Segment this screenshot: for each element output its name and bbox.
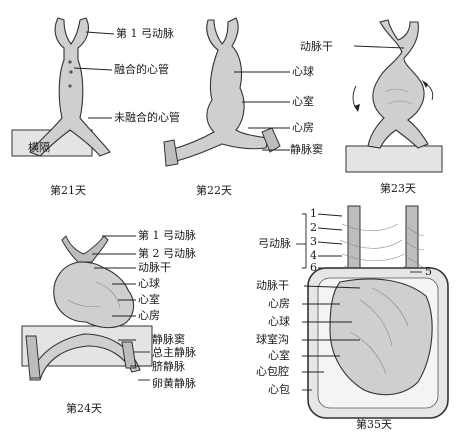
venous-inflow-right [261, 127, 281, 153]
label-common-cardinal-vein: 总主静脉 [152, 345, 196, 359]
label-truncus-arteriosus: 动脉干 [300, 39, 333, 53]
caption-day35: 第35天 [356, 417, 392, 431]
label-first-arch-artery-24: 第 1 弓动脉 [138, 228, 196, 242]
arch-number-4: 4 [310, 249, 317, 262]
caption-day22: 第22天 [196, 183, 232, 197]
label-first-arch-artery: 第 1 弓动脉 [116, 26, 174, 40]
panel-day24: 第 1 弓动脉 第 2 弓动脉 动脉干 心球 心室 心房 静脉窦 总主静脉 脐静… [21, 228, 196, 415]
arch-number-1: 1 [310, 207, 317, 220]
arch-number-5: 5 [425, 265, 432, 278]
label-atrium-24: 心房 [138, 309, 160, 322]
panel-day35: 1 2 3 4 6 5 弓动脉 动脉干 心房 心球 球室沟 心室 心包腔 心包 … [256, 205, 449, 431]
label-sinus-venosus-24: 静脉窦 [152, 332, 185, 346]
label-sinus-venosus: 静脉窦 [290, 142, 323, 156]
caption-day24: 第24天 [66, 401, 102, 415]
heart-day24 [53, 261, 135, 329]
heart-tube-day23 [367, 19, 429, 149]
label-second-arch-artery: 第 2 弓动脉 [138, 246, 196, 260]
label-arch-arteries-group: 弓动脉 [258, 236, 291, 250]
label-ventricle-24: 心室 [138, 292, 160, 306]
label-bulbus-cordis-35: 心球 [268, 314, 290, 328]
venous-inflow-left [163, 139, 179, 167]
label-atrium-35: 心房 [268, 297, 290, 310]
label-fused-heart-tube: 融合的心管 [114, 62, 169, 76]
arch-vessels-day24 [61, 235, 109, 263]
label-bulbus-cordis-24: 心球 [138, 276, 160, 290]
label-pericardial-cavity: 心包腔 [256, 364, 289, 378]
label-pericardium: 心包 [268, 383, 290, 396]
venous-system-day24 [29, 333, 141, 381]
label-truncus-arteriosus-24: 动脉干 [138, 260, 171, 274]
arch-number-3: 3 [310, 235, 317, 248]
rotation-arrow-right [425, 83, 434, 101]
label-truncus-arteriosus-35: 动脉干 [256, 278, 289, 292]
heart-tube-day22 [169, 17, 269, 163]
panel-day22: 心球 心室 心房 静脉窦 第22天 [163, 17, 323, 197]
heart-day35 [329, 278, 433, 396]
label-atrium: 心房 [292, 121, 314, 134]
panel-day23: 动脉干 第23天 [300, 19, 443, 195]
caption-day21: 第21天 [50, 183, 86, 197]
aortic-vessel-right [405, 205, 419, 275]
arch-number-6: 6 [310, 261, 317, 274]
label-unfused-heart-tube: 未融合的心管 [114, 110, 180, 124]
label-ventricle-35: 心室 [268, 348, 290, 362]
label-umbilical-vein: 脐静脉 [152, 359, 185, 373]
panel-day21: 第 1 弓动脉 融合的心管 未融合的心管 横隔 第21天 [11, 17, 180, 197]
label-bulbus-cordis: 心球 [292, 64, 314, 78]
label-septum-transversum: 横隔 [28, 140, 50, 154]
arch-number-2: 2 [310, 221, 317, 234]
label-ventricle: 心室 [292, 94, 314, 108]
label-bulboventricular-sulcus: 球室沟 [256, 332, 289, 346]
label-vitelline-vein: 卵黄静脉 [152, 376, 196, 390]
caption-day23: 第23天 [380, 181, 416, 195]
septum-box-day23 [345, 145, 443, 173]
rotation-arrow-left [352, 85, 357, 109]
aortic-vessel-left [347, 205, 361, 275]
